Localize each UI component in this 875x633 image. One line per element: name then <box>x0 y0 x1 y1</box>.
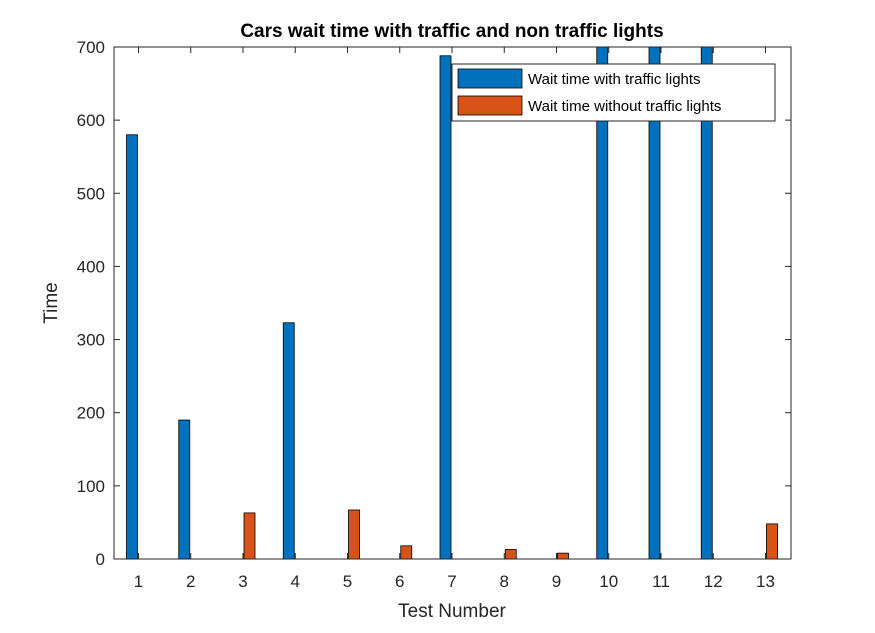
x-tick-label-13: 13 <box>756 572 775 591</box>
bar-series-2-test-13 <box>766 523 778 560</box>
y-tick-label-600: 600 <box>77 111 105 130</box>
bar-series-2-test-6 <box>400 545 413 560</box>
x-tick-label-5: 5 <box>343 572 352 591</box>
bar-series-1-test-2 <box>178 419 191 560</box>
x-tick-label-7: 7 <box>447 572 456 591</box>
x-tick-label-9: 9 <box>552 572 561 591</box>
legend-swatch-without-lights <box>457 95 523 116</box>
y-axis-label: Time <box>41 282 62 324</box>
y-tick-label-300: 300 <box>77 331 105 350</box>
bar-series-2-test-5 <box>348 509 360 560</box>
bar-series-1-test-1 <box>126 134 138 560</box>
x-tick-label-4: 4 <box>291 572 300 591</box>
x-tick-label-10: 10 <box>599 572 618 591</box>
y-tick-label-0: 0 <box>96 550 105 569</box>
x-tick-label-3: 3 <box>238 572 247 591</box>
legend-label-without-lights: Wait time without traffic lights <box>528 98 721 115</box>
x-tick-label-11: 11 <box>652 572 670 591</box>
bar-series-2-test-3 <box>243 512 256 560</box>
x-tick-label-12: 12 <box>704 572 723 591</box>
x-tick-label-8: 8 <box>500 572 509 591</box>
legend: Wait time with traffic lights Wait time … <box>451 63 776 122</box>
bar-series-1-test-7 <box>439 55 452 560</box>
legend-swatch-with-lights <box>457 68 523 89</box>
bar-series-1-test-10 <box>596 46 609 560</box>
x-tick-label-6: 6 <box>395 572 404 591</box>
plot-area <box>114 47 791 559</box>
bar-series-1-test-12 <box>700 46 713 560</box>
bar-series-1-test-4 <box>282 322 295 560</box>
y-tick-label-500: 500 <box>77 184 105 203</box>
x-axis-label: Test Number <box>398 601 506 622</box>
bar-series-1-test-11 <box>648 46 661 560</box>
y-tick-label-200: 200 <box>77 404 105 423</box>
bar-series-2-test-8 <box>504 549 517 560</box>
legend-label-with-lights: Wait time with traffic lights <box>528 71 701 88</box>
chart-title: Cars wait time with traffic and non traf… <box>240 21 663 42</box>
y-tick-label-400: 400 <box>77 257 105 276</box>
x-tick-label-2: 2 <box>186 572 195 591</box>
y-tick-label-100: 100 <box>77 477 105 496</box>
y-tick-label-700: 700 <box>77 38 105 57</box>
x-tick-label-1: 1 <box>134 572 143 591</box>
bar-series-2-test-9 <box>557 552 569 560</box>
